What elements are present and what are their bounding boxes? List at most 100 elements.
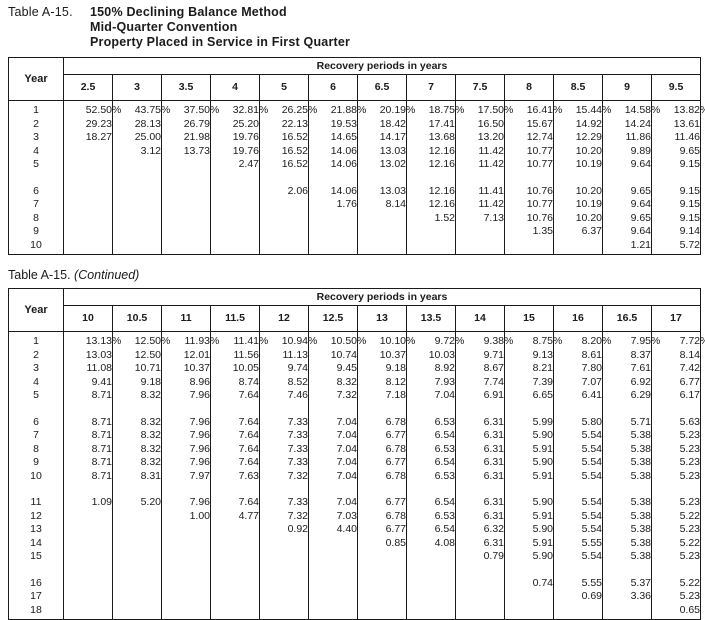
rate-cell: 4.40 (308, 522, 358, 536)
period-column-header: 8 (504, 74, 554, 101)
rate-cell: 7.13 (455, 211, 505, 225)
rate-cell: 5.55 (553, 536, 603, 550)
rate-cell: 19.76 (210, 144, 260, 158)
rate-cell: 7.63 (210, 469, 260, 483)
rate-cell: 6.78 (357, 415, 407, 429)
rate-cell: 8.75% (504, 334, 562, 348)
spacer-row (9, 402, 701, 415)
table-row: 6 2.06 14.06 13.03 12.16 11.41 10.76 10.20 9.65 9… (9, 184, 701, 198)
table-row: 17 0.69 3.36 5.23 (9, 589, 701, 603)
rate-cell: 9.64 (602, 224, 652, 238)
rate-cell: 7.04 (308, 428, 358, 442)
table-row: 7 8.71 8.32 7.96 7.64 7.33 7.04 6.77 6.54 6.31 5.9… (9, 428, 701, 442)
table1-title-line-2: Mid-Quarter Convention (90, 20, 238, 34)
period-column-header: 14 (455, 305, 505, 332)
period-column-header: 11 (161, 305, 211, 332)
rate-cell: 10.05 (210, 361, 260, 375)
table-row: 2 29.23 28.13 26.79 25.20 22.13 19.53 18.42 17.4… (9, 117, 701, 131)
rate-cell: 10.37 (357, 348, 407, 362)
rate-cell: 8.71 (63, 388, 113, 402)
rate-cell: 7.64 (210, 415, 260, 429)
rate-cell: 9.64 (602, 157, 652, 171)
rate-cell (63, 238, 113, 252)
rate-cell: 7.04 (308, 469, 358, 483)
rate-cell: 0.79 (455, 549, 505, 563)
rate-cell: 8.31 (112, 469, 162, 483)
rate-cell (406, 549, 456, 563)
rate-cell: 5.38 (602, 469, 652, 483)
rate-cell (112, 522, 162, 536)
rate-cell (210, 549, 260, 563)
rate-cell: 5.23 (651, 522, 701, 536)
rate-cell: 19.53 (308, 117, 358, 131)
rate-cell: 7.04 (308, 455, 358, 469)
rate-cell: 7.39 (504, 375, 554, 389)
rate-cell: 8.32 (112, 455, 162, 469)
rate-cell (161, 589, 211, 603)
rate-cell: 8.71 (63, 442, 113, 456)
rate-cell: 13.82% (651, 103, 705, 117)
rate-cell (161, 536, 211, 550)
rate-cell (63, 536, 113, 550)
table1-title-line-3: Property Placed in Service in First Quar… (90, 35, 351, 49)
rate-cell (161, 224, 211, 238)
rate-cell: 12.16 (406, 144, 456, 158)
rate-cell (455, 589, 505, 603)
rate-cell: 6.54 (406, 522, 456, 536)
rate-cell: 13.20 (455, 130, 505, 144)
rate-cell: 6.31 (455, 536, 505, 550)
year-cell: 4 (33, 144, 39, 157)
year-cell: 9 (33, 225, 39, 237)
rate-cell: 5.90 (504, 455, 554, 469)
rate-cell: 6.31 (455, 428, 505, 442)
rate-cell: 25.00 (112, 130, 162, 144)
year-column-header: Year (8, 288, 64, 332)
year-cell: 1 (33, 335, 39, 347)
rate-cell: 6.31 (455, 495, 505, 509)
rate-cell: 11.08 (63, 361, 113, 375)
rate-cell: 14.06 (308, 157, 358, 171)
spacer-row (9, 563, 701, 576)
rate-cell: 8.61 (553, 348, 603, 362)
rate-cell: 11.41 (455, 184, 505, 198)
rate-cell: 6.77 (651, 375, 701, 389)
period-column-header: 8.5 (553, 74, 603, 101)
rate-cell: 13.03 (63, 348, 113, 362)
table-row: 6 8.71 8.32 7.96 7.64 7.33 7.04 6.78 6.53 6.31 5.9… (9, 415, 701, 429)
period-column-header: 11.5 (210, 305, 260, 332)
rate-cell: 7.33 (259, 428, 309, 442)
rate-cell: 6.53 (406, 509, 456, 523)
rate-cell: 9.13 (504, 348, 554, 362)
table1-title-block: Table A-15. 150% Declining Balance Metho… (8, 5, 350, 50)
rate-cell: 10.77 (504, 157, 554, 171)
period-column-header: 16.5 (602, 305, 652, 332)
rate-cell (161, 576, 211, 590)
rate-cell: 11.93% (161, 334, 219, 348)
rate-cell (112, 589, 162, 603)
rate-cell: 1.00 (161, 509, 211, 523)
rate-cell: 6.31 (455, 442, 505, 456)
rate-cell: 6.65 (504, 388, 554, 402)
rate-cell: 5.38 (602, 495, 652, 509)
depreciation-table-1: Year Recovery periods in years 2.5 3 3.5 4 5 6 6… (8, 57, 705, 255)
table-row: 10 1.21 5.72 (9, 238, 701, 252)
rate-cell (112, 197, 162, 211)
rate-cell: 0.85 (357, 536, 407, 550)
table-row: 1 13.13% 12.50% 11.93% 11.41% 10.94% 10.50% 10.… (9, 334, 705, 348)
rate-cell: 16.50 (455, 117, 505, 131)
rate-cell: 6.54 (406, 428, 456, 442)
rate-cell: 8.71 (63, 415, 113, 429)
rate-cell: 7.61 (602, 361, 652, 375)
rate-cell: 7.96 (161, 442, 211, 456)
rate-cell: 7.04 (308, 442, 358, 456)
table1-title-line-1: 150% Declining Balance Method (90, 5, 287, 19)
rate-cell: 5.23 (651, 589, 701, 603)
rate-cell: 4.08 (406, 536, 456, 550)
rate-cell (63, 522, 113, 536)
rate-cell: 7.64 (210, 455, 260, 469)
rate-cell: 13.03 (357, 144, 407, 158)
rate-cell: 7.32 (259, 509, 309, 523)
rate-cell: 11.46 (651, 130, 701, 144)
rate-cell (161, 238, 211, 252)
